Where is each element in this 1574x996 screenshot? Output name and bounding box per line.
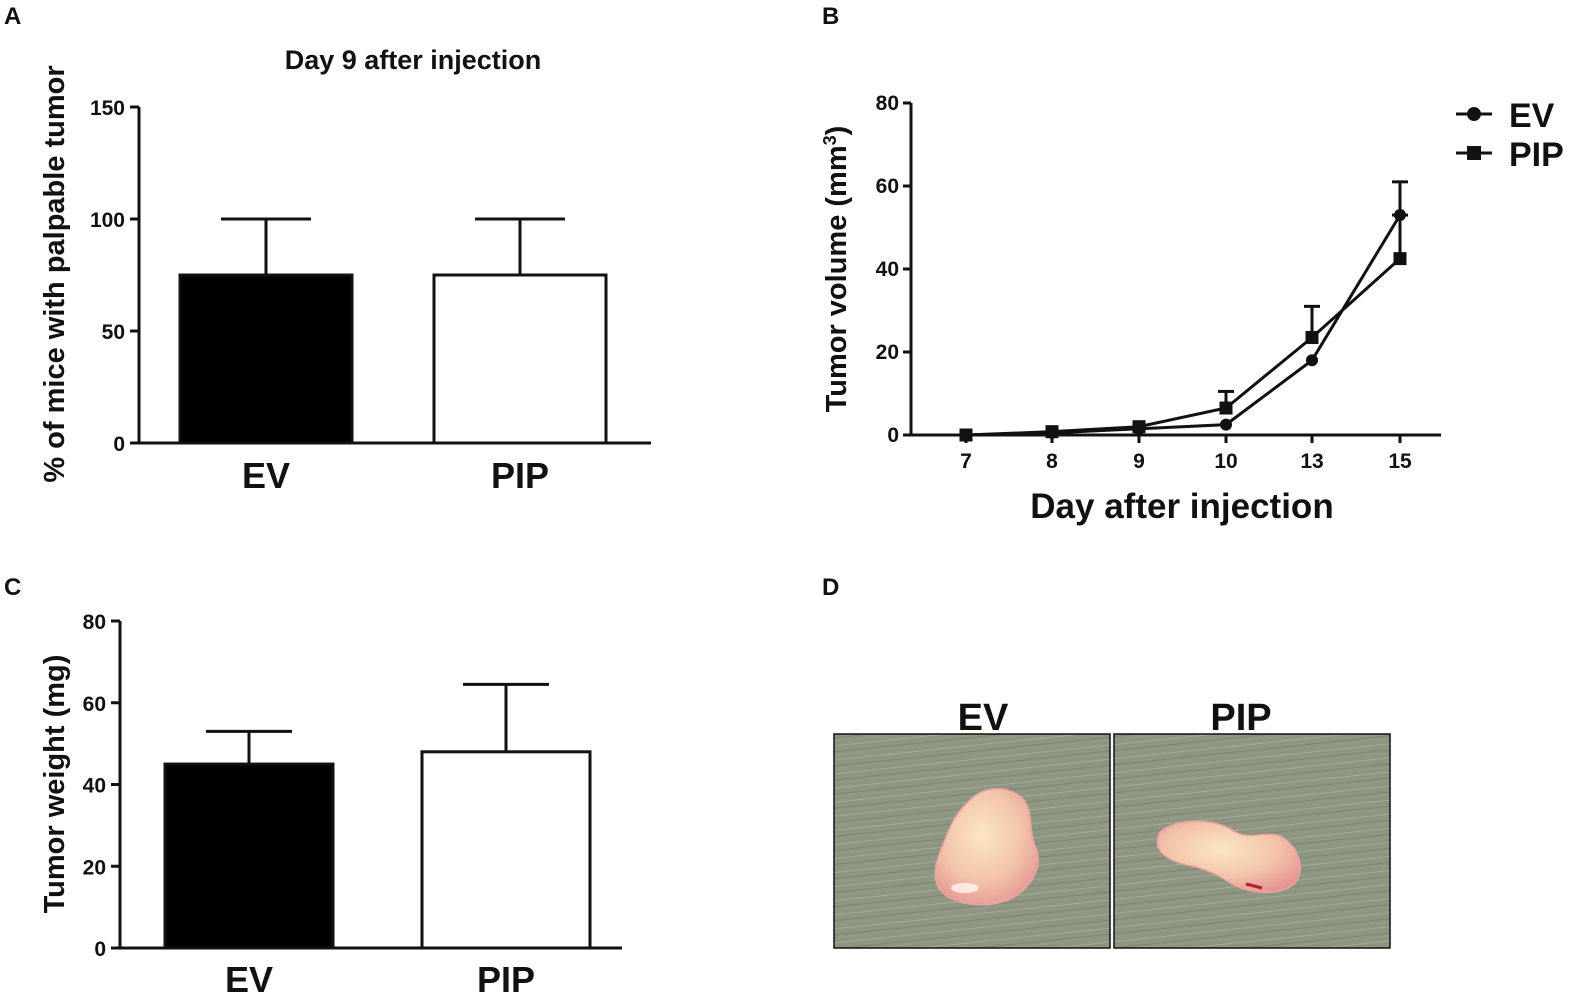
series-line-pip (965, 257, 1402, 437)
category-label-ev: EV (242, 455, 290, 496)
x-tick-label: 13 (1300, 450, 1323, 473)
legend-pip-label: PIP (1509, 136, 1564, 174)
y-tick-label: 60 (876, 175, 899, 198)
photo-ev-label: EV (958, 697, 1009, 739)
chart-b-legend: EV PIP (1456, 97, 1564, 174)
y-tick-label: 80 (876, 92, 899, 115)
photo-ev-image (833, 733, 1111, 949)
x-tick-label: 8 (1046, 450, 1058, 473)
photo-pip-label: PIP (1210, 697, 1271, 739)
y-tick-label: 0 (94, 938, 106, 961)
bar-ev (178, 273, 354, 445)
data-point-pip (959, 428, 973, 442)
chart-b-y-label-superscript: 3 (820, 135, 840, 145)
pip-tissue-blood-spot (1245, 882, 1263, 890)
data-point-pip (1219, 401, 1233, 415)
chart-a-tumor-incidence: Day 9 after injection % of mice with pal… (39, 45, 651, 496)
y-tick-label: 100 (90, 209, 125, 232)
y-tick-label: 40 (876, 258, 899, 281)
bar-ev (163, 762, 335, 950)
bar-pip (432, 273, 608, 445)
panel-label-b: B (822, 3, 839, 30)
category-label-pip: PIP (477, 959, 535, 996)
legend-ev-label: EV (1509, 97, 1555, 135)
chart-b-x-axis-label: Day after injection (1030, 487, 1333, 526)
x-tick-label: 15 (1388, 450, 1412, 473)
chart-b-tumor-volume: Tumor volume (mm3) Day after injection 0… (820, 92, 1564, 526)
ev-tumor-tissue (934, 788, 1039, 906)
x-tick-label: 10 (1214, 450, 1237, 473)
bar-pip (420, 750, 592, 950)
panel-label-c: C (4, 574, 21, 601)
chart-b-y-label-main: Tumor volume (mm (821, 145, 853, 412)
data-point-pip (1132, 420, 1146, 434)
category-label-ev: EV (225, 959, 273, 996)
panel-label-d: D (822, 574, 839, 601)
chart-a-title: Day 9 after injection (285, 45, 542, 75)
photo-pip-image (1113, 733, 1391, 949)
y-tick-label: 20 (876, 341, 899, 364)
legend-pip-square-icon (1467, 146, 1481, 160)
chart-a-y-axis-label: % of mice with palpable tumor (39, 65, 71, 482)
legend-ev-circle-icon (1467, 107, 1481, 121)
y-tick-label: 50 (102, 321, 125, 344)
chart-b-y-label-close: ) (821, 126, 853, 136)
y-tick-label: 60 (83, 693, 106, 716)
category-label-pip: PIP (491, 455, 549, 496)
data-point-pip (1305, 330, 1319, 344)
tumor-photo-panel: EV PIP (833, 697, 1391, 949)
y-tick-label: 40 (83, 775, 106, 798)
data-point-ev (1306, 354, 1318, 367)
x-tick-label: 9 (1133, 450, 1145, 473)
y-tick-label: 0 (887, 424, 899, 447)
y-tick-label: 150 (90, 97, 125, 120)
data-point-pip (1393, 252, 1407, 266)
y-tick-label: 0 (113, 433, 125, 456)
x-tick-label: 7 (960, 450, 972, 473)
series-line-ev (965, 214, 1402, 437)
data-point-ev (1220, 418, 1232, 431)
chart-c-tumor-weight: Tumor weight (mg) 0 20 40 60 80 EV PIP (39, 611, 622, 996)
y-tick-label: 20 (83, 856, 106, 879)
pip-tumor-tissue (1156, 820, 1301, 893)
data-point-pip (1045, 425, 1059, 439)
y-tick-label: 80 (83, 611, 106, 634)
chart-b-y-axis-label: Tumor volume (mm3) (820, 126, 853, 413)
panel-label-a: A (4, 3, 21, 30)
chart-c-y-axis-label: Tumor weight (mg) (39, 655, 71, 914)
